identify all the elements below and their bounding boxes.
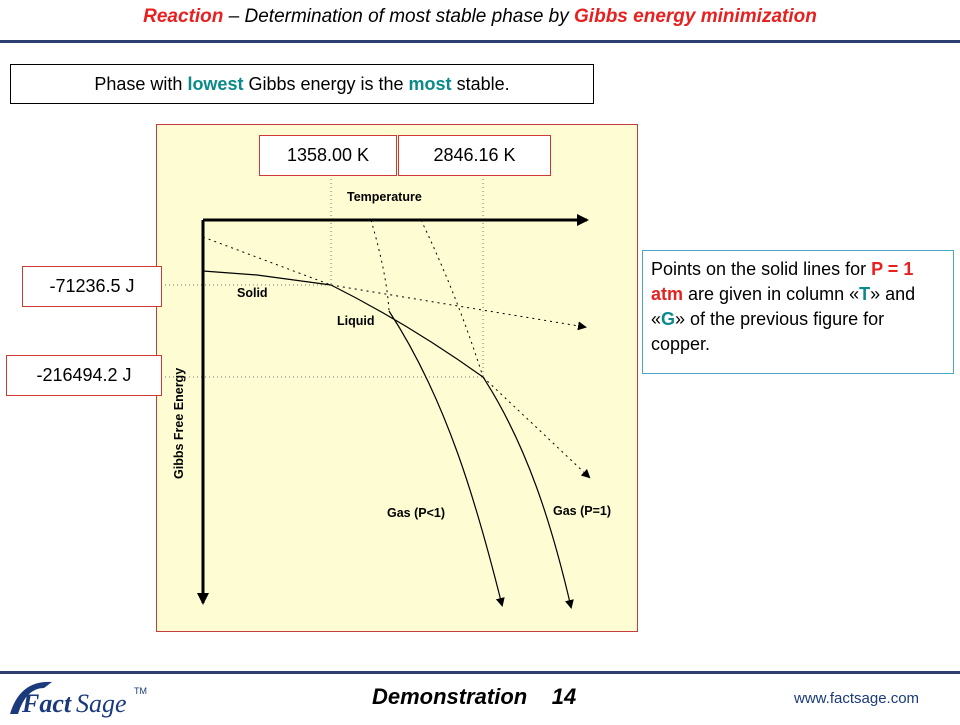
note-text-7: » of the previous figure for copper. — [651, 309, 885, 354]
logo-fact-text: Fact — [21, 689, 72, 718]
note-text-1: Points on the solid lines for — [651, 259, 872, 279]
note-text-pressure: P = 1 atm — [651, 259, 914, 304]
title-divider — [0, 40, 960, 43]
stability-statement-box: Phase with lowest Gibbs energy is the mo… — [10, 64, 594, 104]
gas-p-eq1-curve — [482, 376, 574, 609]
copper-note-box: Points on the solid lines for P = 1 atm … — [642, 250, 954, 374]
gas-p-eq1-label: Gas (P=1) — [553, 504, 611, 518]
title-gibbs: Gibbs energy minimization — [574, 6, 817, 27]
note-text-t: T — [859, 284, 871, 304]
title-reaction: Reaction — [143, 6, 224, 27]
temperature-axis-label: Temperature — [347, 190, 422, 204]
stability-text-lowest: lowest — [187, 74, 244, 94]
gibbs-energy-diagram: Temperature Solid Liquid Gas (P<1) Gas (… — [156, 124, 638, 632]
liquid-extrapolation — [202, 236, 332, 286]
solid-label: Solid — [237, 286, 268, 300]
stability-text-1: Phase with — [94, 74, 188, 94]
logo-sage-text: Sage — [76, 689, 127, 718]
footer-divider — [0, 671, 960, 674]
stability-text-3: Gibbs energy is the — [243, 74, 409, 94]
solid-curve — [202, 270, 332, 286]
gas-low-extrapolation — [370, 219, 390, 312]
stability-text-most: most — [408, 74, 452, 94]
note-text-g: G — [661, 309, 676, 329]
logo-tm: TM — [134, 686, 147, 696]
footer-url[interactable]: www.factsage.com — [794, 690, 920, 707]
note-text-5: » and « — [651, 284, 916, 329]
footer-demo-label: Demonstration 14 — [372, 684, 576, 710]
slide-title: Reaction – Determination of most stable … — [0, 6, 960, 28]
factsage-logo: Fact Sage TM — [6, 674, 156, 725]
solid-extrapolation — [330, 284, 587, 331]
title-middle: – Determination of most stable phase by — [223, 6, 575, 27]
gas-p-lt1-curve — [388, 310, 505, 607]
gibbs-axis-label: Gibbs Free Energy — [172, 368, 186, 479]
stability-text-5: stable. — [451, 74, 510, 94]
note-text-3: are given in column « — [683, 284, 860, 304]
demo-label: Demonstration — [372, 684, 528, 709]
liquid-curve — [330, 284, 484, 378]
liquid-label: Liquid — [337, 314, 375, 328]
page-number: 14 — [551, 684, 577, 709]
energy-callout-1: -71236.5 J — [22, 266, 162, 307]
temperature-callout-2: 2846.16 K — [398, 135, 551, 176]
gas-p-lt1-label: Gas (P<1) — [387, 506, 445, 520]
liquid-extrapolation-high — [482, 376, 591, 479]
gas-high-extrapolation — [420, 219, 484, 378]
energy-callout-2: -216494.2 J — [6, 355, 162, 396]
diagram-canvas: Temperature Solid Liquid Gas (P<1) Gas (… — [157, 163, 611, 609]
temperature-callout-1: 1358.00 K — [259, 135, 397, 176]
